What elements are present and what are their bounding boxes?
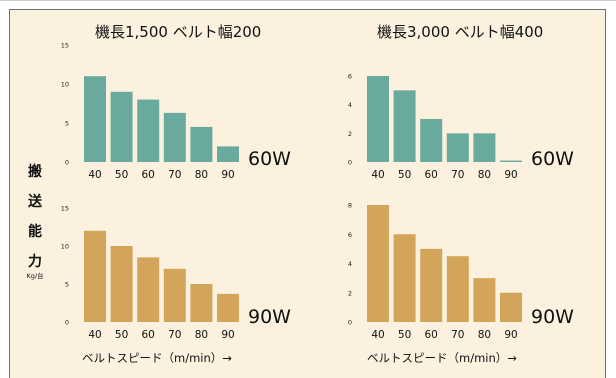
x-tick-label: 60 xyxy=(425,169,438,181)
y-tick-label: 2 xyxy=(348,130,352,138)
chart-3: 0 2 4 6 8 40 50 60 70 80 90 90W xyxy=(348,202,574,342)
chart-2: 0 5 10 15 40 50 60 70 80 90 90W xyxy=(61,205,291,342)
motor-power-label: 90W xyxy=(531,306,574,328)
bar xyxy=(473,133,496,162)
y-tick-label: 0 xyxy=(348,319,352,327)
bar xyxy=(500,160,522,162)
x-tick-label: 80 xyxy=(478,329,491,341)
bar xyxy=(163,112,186,162)
chart-0: 機長1,500 ベルト幅200 0 5 10 15 40 50 60 70 80 90 60W xyxy=(61,23,291,181)
bar xyxy=(500,292,522,322)
bar xyxy=(393,90,416,162)
y-tick-label: 5 xyxy=(65,281,69,289)
top-divider xyxy=(0,0,616,1)
x-tick-label: 70 xyxy=(451,329,464,341)
y-tick-label: 15 xyxy=(61,205,69,213)
chart-title: 機長3,000 ベルト幅400 xyxy=(377,23,543,41)
bar xyxy=(367,76,389,162)
y-tick-label: 4 xyxy=(348,101,352,109)
x-tick-label: 50 xyxy=(398,169,411,181)
y-tick-label: 4 xyxy=(348,260,352,268)
x-tick-label: 60 xyxy=(142,329,155,341)
bar xyxy=(217,146,239,162)
chart-title: 機長1,500 ベルト幅200 xyxy=(95,23,261,41)
x-tick-label: 60 xyxy=(142,169,155,181)
x-tick-label: 90 xyxy=(504,169,517,181)
bar xyxy=(137,257,160,322)
motor-power-label: 90W xyxy=(248,306,291,328)
x-tick-label: 90 xyxy=(221,169,234,181)
y-tick-label: 6 xyxy=(348,231,352,239)
x-tick-label: 50 xyxy=(398,329,411,341)
bar xyxy=(190,284,213,322)
bar xyxy=(367,205,389,322)
y-axis-label-char: 送 xyxy=(27,193,43,210)
bar xyxy=(217,293,239,322)
x-tick-label: 60 xyxy=(425,329,438,341)
y-tick-label: 8 xyxy=(348,202,352,210)
bar xyxy=(110,246,133,322)
x-tick-label: 90 xyxy=(221,329,234,341)
chart-1: 機長3,000 ベルト幅400 0 2 4 6 40 50 60 70 80 90 60W xyxy=(348,23,574,181)
y-tick-label: 2 xyxy=(348,289,352,297)
bar xyxy=(84,76,106,162)
bar xyxy=(420,119,443,162)
y-tick-label: 0 xyxy=(348,159,352,167)
x-tick-label: 40 xyxy=(88,169,101,181)
x-tick-label: 50 xyxy=(115,169,128,181)
y-tick-label: 15 xyxy=(61,42,69,50)
motor-power-label: 60W xyxy=(531,148,574,170)
x-tick-label: 40 xyxy=(371,169,384,181)
bar xyxy=(473,278,496,322)
x-tick-label: 70 xyxy=(168,169,181,181)
x-tick-label: 90 xyxy=(504,329,517,341)
x-tick-label: 40 xyxy=(88,329,101,341)
bar xyxy=(190,126,213,162)
y-axis-label-char: 搬 xyxy=(28,163,42,180)
x-tick-label: 40 xyxy=(371,329,384,341)
x-tick-label: 50 xyxy=(115,329,128,341)
y-tick-label: 10 xyxy=(61,243,69,251)
bar xyxy=(110,91,133,162)
bar xyxy=(446,133,469,162)
y-axis-label-char: 能 xyxy=(28,223,42,240)
bar xyxy=(84,230,106,322)
y-axis-label-char: 力 xyxy=(28,253,42,270)
motor-power-label: 60W xyxy=(248,148,291,170)
bar xyxy=(163,268,186,322)
bar xyxy=(446,256,469,322)
x-tick-label: 80 xyxy=(195,329,208,341)
bar xyxy=(137,99,160,162)
x-tick-label: 80 xyxy=(478,169,491,181)
x-axis-label-right: ベルトスピード（m/min）→ xyxy=(367,351,517,365)
y-tick-label: 0 xyxy=(65,319,69,327)
y-tick-label: 6 xyxy=(348,73,352,81)
y-axis-unit: Kg/台 xyxy=(26,271,43,280)
x-axis-label-left: ベルトスピード（m/min）→ xyxy=(82,351,232,365)
x-tick-label: 80 xyxy=(195,169,208,181)
bar xyxy=(393,234,416,322)
y-tick-label: 0 xyxy=(65,159,69,167)
y-tick-label: 10 xyxy=(61,81,69,89)
y-tick-label: 5 xyxy=(65,120,69,128)
x-tick-label: 70 xyxy=(451,169,464,181)
bar xyxy=(420,248,443,322)
x-tick-label: 70 xyxy=(168,329,181,341)
